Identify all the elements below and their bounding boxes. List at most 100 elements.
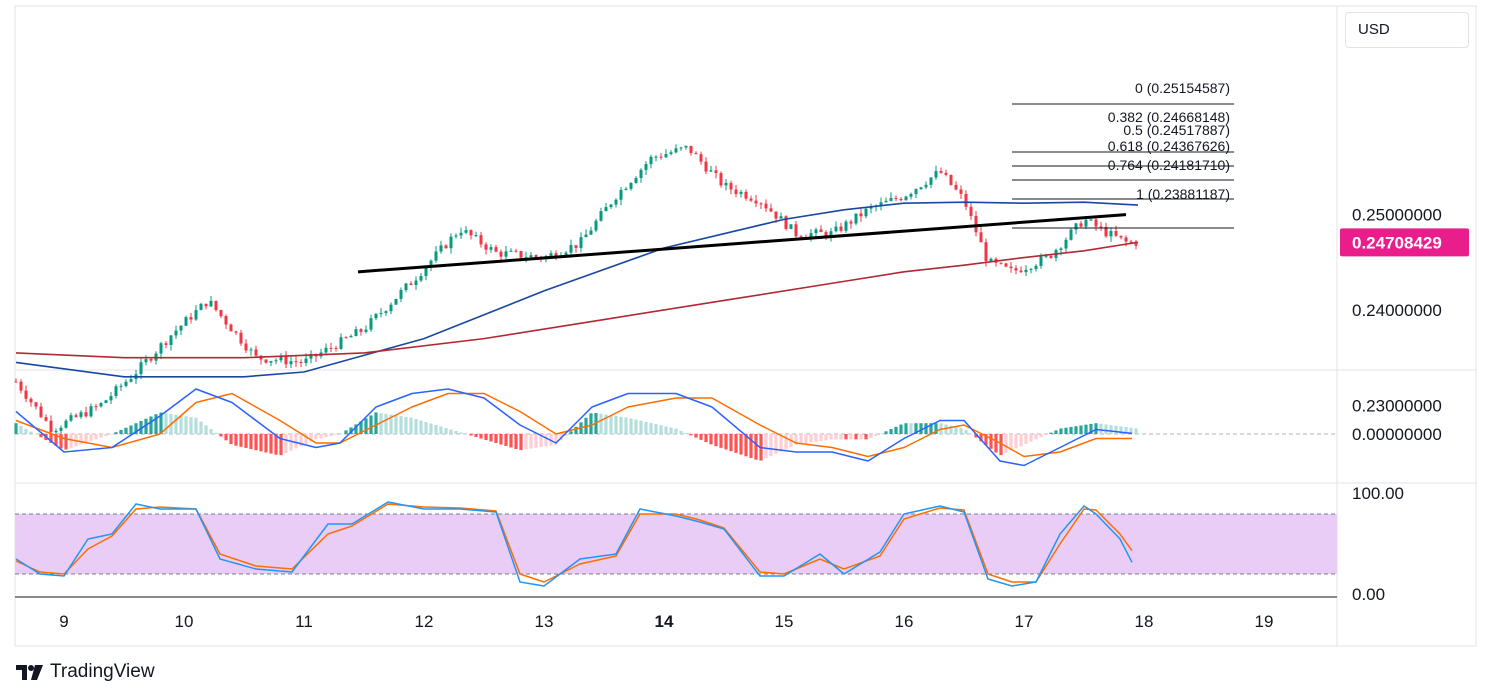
- macd-histogram-bar: [124, 427, 128, 434]
- macd-histogram-bar: [274, 434, 278, 455]
- macd-histogram-bar: [364, 418, 368, 434]
- macd-histogram-bar: [904, 423, 908, 434]
- macd-histogram-bar: [764, 434, 768, 459]
- macd-histogram-bar: [94, 434, 98, 440]
- candle-body: [264, 359, 268, 363]
- macd-histogram-bar: [919, 423, 923, 434]
- candle-body: [979, 232, 983, 243]
- candle-body: [634, 178, 638, 184]
- last-price-value: 0.24708429: [1352, 233, 1442, 252]
- macd-histogram-bar: [289, 434, 293, 451]
- candle-body: [969, 206, 973, 216]
- macd-histogram-bar: [794, 434, 798, 445]
- candle-body: [289, 361, 293, 365]
- candle-body: [779, 216, 783, 219]
- candle-body: [144, 359, 148, 363]
- candle-body: [254, 349, 258, 356]
- macd-histogram-bar: [1024, 434, 1028, 444]
- candle-body: [429, 260, 433, 268]
- candle-body: [239, 332, 243, 344]
- candle-body: [399, 290, 403, 299]
- candle-body: [799, 236, 803, 238]
- candle-body: [1019, 270, 1023, 273]
- candle-body: [309, 353, 313, 359]
- macd-histogram-bar: [834, 434, 838, 440]
- candle-body: [299, 362, 303, 364]
- candle-body: [699, 154, 703, 162]
- macd-histogram-bar: [314, 434, 318, 440]
- candle-body: [1059, 248, 1063, 251]
- candle-body: [1004, 263, 1008, 267]
- price-tick-label: 0.23000000: [1352, 396, 1442, 415]
- candle-body: [1024, 269, 1028, 273]
- macd-histogram-bar: [299, 434, 303, 447]
- candle-body: [734, 189, 738, 194]
- macd-histogram-bar: [154, 414, 158, 434]
- macd-histogram-bar: [439, 426, 443, 434]
- macd-histogram-bar: [979, 434, 983, 442]
- macd-histogram-bar: [1049, 432, 1053, 434]
- candle-body: [214, 300, 218, 311]
- candle-body: [614, 199, 618, 205]
- macd-histogram-bar: [1094, 423, 1098, 434]
- candle-body: [149, 359, 153, 361]
- candle-body: [1079, 223, 1083, 227]
- fib-level-label: 1 (0.23881187): [1136, 186, 1230, 202]
- macd-histogram-bar: [654, 424, 658, 434]
- macd-histogram-bar: [724, 434, 728, 450]
- candle-body: [124, 381, 128, 386]
- macd-histogram-bar: [509, 434, 513, 448]
- macd-histogram-bar: [19, 426, 23, 434]
- candle-body: [459, 232, 463, 236]
- stoch-tick-label: 100.00: [1352, 484, 1404, 503]
- macd-histogram-bar: [269, 434, 273, 454]
- candle-body: [719, 173, 723, 186]
- macd-histogram-bar: [89, 434, 93, 442]
- candle-body: [54, 430, 58, 433]
- macd-histogram-bar: [24, 428, 28, 434]
- macd-histogram-bar: [714, 434, 718, 447]
- candle-body: [714, 170, 718, 174]
- candle-body: [324, 347, 328, 353]
- macd-histogram-bar: [669, 427, 673, 434]
- candle-body: [709, 170, 713, 172]
- macd-histogram-bar: [994, 434, 998, 453]
- candle-body: [344, 337, 348, 339]
- macd-histogram-bar: [734, 434, 738, 453]
- macd-histogram-bar: [709, 434, 713, 445]
- chart-border: [14, 5, 1477, 647]
- candle-body: [819, 229, 823, 233]
- macd-histogram-bar: [319, 434, 323, 439]
- candle-body: [424, 267, 428, 277]
- macd-histogram-bar: [1059, 428, 1063, 434]
- candle-body: [1084, 219, 1088, 227]
- macd-histogram-bar: [869, 434, 873, 439]
- macd-histogram-bar: [254, 434, 258, 451]
- macd-histogram-bar: [784, 434, 788, 450]
- candle-body: [14, 381, 18, 383]
- candle-body: [519, 251, 523, 258]
- macd-histogram-bar: [1099, 423, 1103, 434]
- macd-histogram-bar: [249, 434, 253, 450]
- currency-selector[interactable]: USD: [1345, 12, 1469, 48]
- candle-body: [104, 400, 108, 404]
- candle-body: [829, 231, 833, 238]
- candle-body: [774, 211, 778, 219]
- candle-body: [509, 250, 513, 252]
- macd-histogram-bar: [69, 434, 73, 448]
- candle-body: [1124, 237, 1128, 242]
- macd-histogram-bar: [964, 430, 968, 434]
- macd-histogram-bar: [814, 434, 818, 442]
- time-tick-label: 10: [175, 612, 194, 631]
- candle-body: [479, 235, 483, 245]
- time-tick-label: 9: [59, 612, 68, 631]
- candle-body: [794, 224, 798, 237]
- candle-body: [514, 250, 518, 252]
- tradingview-brand[interactable]: TradingView: [16, 660, 155, 684]
- candle-body: [654, 156, 658, 158]
- macd-histogram-bar: [369, 415, 373, 434]
- macd-histogram-bar: [239, 434, 243, 447]
- candle-body: [414, 280, 418, 286]
- time-tick-label: 12: [415, 612, 434, 631]
- candle-body: [754, 200, 758, 204]
